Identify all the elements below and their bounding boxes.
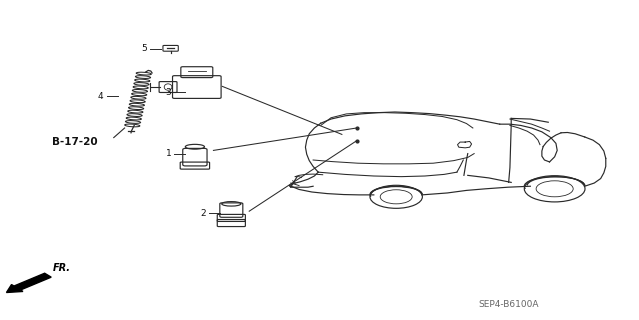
- Text: SEP4-B6100A: SEP4-B6100A: [478, 300, 539, 308]
- Text: B-17-20: B-17-20: [52, 137, 98, 148]
- Text: 2: 2: [200, 209, 206, 218]
- Text: 3: 3: [166, 88, 171, 97]
- Text: 1: 1: [166, 149, 171, 158]
- Text: FR.: FR.: [52, 263, 70, 273]
- Text: 4: 4: [98, 92, 104, 100]
- Text: 5: 5: [141, 44, 147, 53]
- FancyArrow shape: [6, 273, 51, 292]
